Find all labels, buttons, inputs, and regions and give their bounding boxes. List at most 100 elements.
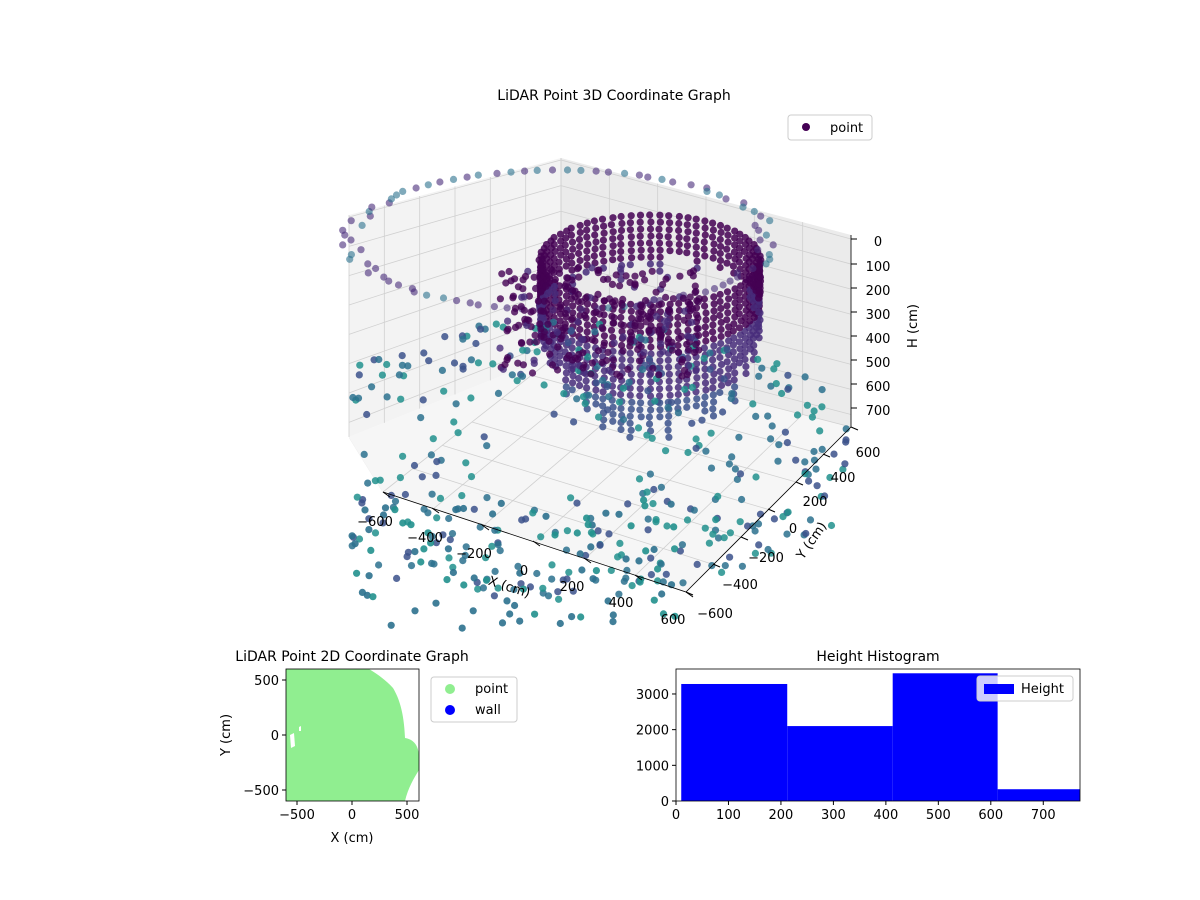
- point-marker: [618, 341, 626, 350]
- point-marker: [665, 377, 673, 385]
- point-marker: [562, 262, 570, 270]
- grid-line: [560, 236, 852, 315]
- point-marker: [598, 358, 606, 367]
- point-marker: [709, 321, 717, 329]
- point-marker: [609, 410, 617, 418]
- point-marker: [461, 551, 469, 560]
- point-marker: [709, 254, 717, 262]
- point-marker: [554, 366, 562, 374]
- point-marker: [575, 249, 583, 258]
- point-marker: [655, 239, 664, 247]
- point-marker: [365, 572, 373, 580]
- point-marker: [518, 372, 527, 380]
- point-marker: [531, 331, 539, 339]
- point-marker: [433, 514, 441, 522]
- point-marker: [363, 591, 371, 599]
- point-marker: [550, 282, 559, 291]
- point-marker: [568, 266, 576, 274]
- point-marker: [665, 212, 673, 220]
- point-marker: [702, 330, 710, 338]
- point-marker: [631, 281, 639, 289]
- point-marker: [635, 171, 644, 179]
- point-marker: [511, 304, 520, 312]
- point-marker: [627, 300, 635, 308]
- point-marker: [627, 522, 635, 530]
- point-marker: [692, 402, 700, 410]
- point-marker: [582, 551, 590, 560]
- point-marker: [678, 541, 687, 549]
- point-marker: [766, 217, 774, 225]
- z-tick-label: 500: [866, 356, 891, 371]
- point-marker: [557, 335, 565, 343]
- point-marker: [717, 381, 726, 390]
- point-marker: [575, 374, 583, 383]
- point-marker: [577, 166, 585, 174]
- point-marker: [371, 529, 380, 537]
- point-marker: [716, 367, 724, 376]
- point-marker: [504, 325, 512, 333]
- point-marker: [604, 597, 612, 605]
- point-marker: [618, 355, 626, 364]
- point-marker: [569, 372, 577, 380]
- point-marker: [692, 435, 700, 443]
- point-marker: [750, 207, 758, 216]
- point-marker: [695, 331, 703, 339]
- point-marker: [793, 411, 802, 419]
- point-marker: [513, 377, 521, 385]
- point-marker: [636, 385, 644, 393]
- y-tick-label: 0: [789, 522, 797, 537]
- point-marker: [358, 499, 366, 507]
- point-marker: [712, 516, 720, 524]
- point-marker: [600, 222, 608, 230]
- point-marker: [363, 410, 371, 419]
- point-marker: [594, 290, 602, 298]
- point-marker: [676, 272, 684, 280]
- point-marker: [627, 405, 635, 413]
- point-marker: [599, 243, 607, 251]
- point-marker: [709, 328, 717, 336]
- point-marker: [683, 221, 691, 229]
- point-marker: [436, 494, 445, 502]
- point-marker: [700, 238, 708, 246]
- point-marker: [731, 234, 739, 242]
- point-marker: [655, 225, 663, 233]
- point-marker: [645, 239, 654, 247]
- point-marker: [662, 570, 670, 578]
- point-marker: [692, 366, 700, 374]
- point-marker: [530, 356, 538, 364]
- point-marker: [358, 221, 366, 229]
- point-marker: [669, 295, 678, 303]
- point-marker: [683, 396, 691, 404]
- point-marker: [425, 357, 433, 365]
- point-marker: [631, 272, 639, 280]
- point-marker: [717, 228, 725, 237]
- point-marker: [479, 584, 487, 592]
- point-marker: [695, 346, 703, 354]
- point-marker: [683, 371, 691, 379]
- point-marker: [548, 266, 556, 274]
- z-axis-label: H (cm): [906, 304, 921, 348]
- point-marker: [723, 346, 731, 354]
- point-marker: [549, 306, 557, 314]
- point-marker: [351, 540, 359, 548]
- point-marker: [454, 505, 462, 513]
- point-marker: [730, 355, 739, 363]
- point-marker: [684, 326, 692, 334]
- point-marker: [670, 523, 678, 531]
- point-marker: [356, 361, 364, 369]
- point-marker: [657, 340, 665, 348]
- point-marker: [739, 203, 747, 211]
- point-marker: [429, 435, 437, 443]
- point-marker: [436, 178, 444, 186]
- point-marker: [736, 230, 744, 238]
- point-marker: [756, 273, 765, 281]
- point-marker: [617, 425, 625, 434]
- point-marker: [735, 433, 743, 441]
- point-marker: [762, 231, 771, 239]
- point-marker: [347, 251, 355, 259]
- point-marker: [510, 601, 519, 610]
- point-marker: [544, 320, 552, 328]
- point-marker: [770, 365, 778, 373]
- legend-frame: [787, 114, 873, 141]
- point-marker: [576, 325, 584, 334]
